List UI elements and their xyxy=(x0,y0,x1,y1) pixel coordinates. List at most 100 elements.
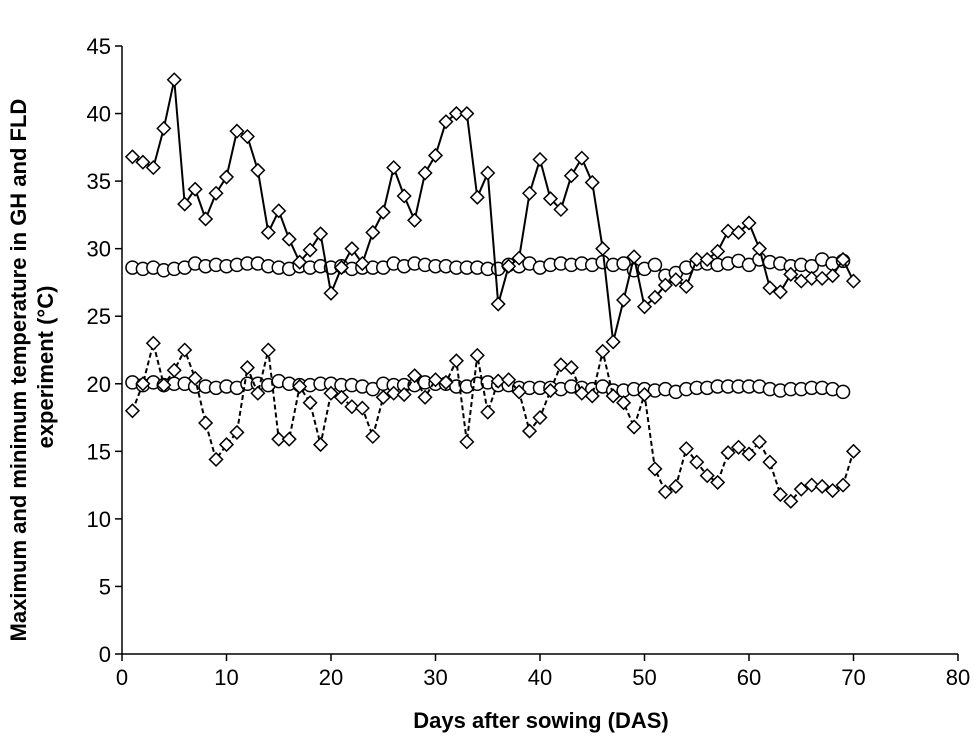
data-point-diamond xyxy=(218,437,235,453)
data-point-diamond xyxy=(647,289,663,305)
data-point-circle xyxy=(616,256,631,271)
data-point-diamond xyxy=(553,357,569,373)
data-point-diamond xyxy=(563,360,579,376)
x-tick-label: 40 xyxy=(528,665,552,690)
data-point-diamond xyxy=(292,378,308,395)
data-point-diamond xyxy=(720,223,736,239)
data-point-diamond xyxy=(521,423,538,439)
data-point-diamond xyxy=(417,165,433,181)
data-point-diamond xyxy=(480,165,496,181)
data-point-diamond xyxy=(751,434,768,450)
data-point-diamond xyxy=(229,424,245,440)
data-point-diamond xyxy=(605,388,621,404)
data-point-diamond xyxy=(156,120,172,136)
data-point-diamond xyxy=(657,484,673,500)
data-point-diamond xyxy=(281,231,297,247)
data-point-diamond xyxy=(323,285,339,301)
y-tick-label: 15 xyxy=(87,439,111,464)
data-point-diamond xyxy=(281,431,297,447)
data-point-diamond xyxy=(772,284,788,300)
data-point-diamond xyxy=(292,254,308,270)
data-point-diamond xyxy=(636,387,653,403)
y-tick-label: 40 xyxy=(87,102,111,127)
data-point-diamond xyxy=(166,362,182,378)
data-point-diamond xyxy=(699,468,715,484)
data-point-diamond xyxy=(156,377,172,393)
data-point-diamond xyxy=(438,114,454,130)
data-point-diamond xyxy=(260,342,276,358)
data-point-diamond xyxy=(344,399,360,415)
data-point-diamond xyxy=(616,395,632,411)
ticks: 0 5 10 15 20 25 30 35 40 45 0 10 20 30 40 50 60 70 80 xyxy=(87,34,971,690)
data-point-diamond xyxy=(542,382,559,399)
data-point-diamond xyxy=(250,162,266,178)
data-point-diamond xyxy=(710,243,726,259)
data-point-diamond xyxy=(668,478,684,495)
data-point-diamond xyxy=(741,215,757,231)
data-point-diamond xyxy=(239,128,255,145)
x-tick-label: 20 xyxy=(319,665,343,690)
data-point-diamond xyxy=(135,154,151,170)
data-point-diamond xyxy=(574,150,590,166)
data-point-diamond xyxy=(678,441,694,457)
data-point-diamond xyxy=(814,270,830,286)
data-point-diamond xyxy=(595,343,611,359)
data-point-diamond xyxy=(354,255,370,272)
data-point-diamond xyxy=(187,181,203,197)
data-point-diamond xyxy=(427,372,444,388)
data-point-diamond xyxy=(302,395,318,411)
data-point-diamond xyxy=(511,250,527,266)
data-point-diamond xyxy=(187,370,203,386)
data-point-diamond xyxy=(386,160,402,176)
x-tick-label: 30 xyxy=(423,665,447,690)
data-point-diamond xyxy=(469,189,485,205)
data-point-diamond xyxy=(448,105,464,122)
data-point-diamond xyxy=(250,385,266,401)
y-axis-title-line-1: Maximum and minimum temperature in GH an… xyxy=(6,99,31,642)
data-point-diamond xyxy=(595,241,611,257)
x-tick-label: 80 xyxy=(946,665,970,690)
data-point-diamond xyxy=(720,445,736,461)
data-point-diamond xyxy=(208,451,224,468)
data-point-diamond xyxy=(208,185,224,201)
data-point-diamond xyxy=(783,266,799,282)
y-axis-title: Maximum and minimum temperature in GH an… xyxy=(6,93,58,642)
series-3 xyxy=(125,373,851,400)
data-point-diamond xyxy=(198,211,214,227)
data-point-diamond xyxy=(793,273,809,289)
y-tick-label: 5 xyxy=(99,574,111,599)
data-point-diamond xyxy=(689,454,705,470)
data-point-diamond xyxy=(344,241,360,257)
data-point-diamond xyxy=(804,477,820,493)
data-point-diamond xyxy=(521,185,538,201)
series-layer xyxy=(124,72,862,509)
data-point-diamond xyxy=(333,260,350,276)
data-point-diamond xyxy=(239,360,255,376)
data-point-diamond xyxy=(260,224,276,241)
data-point-diamond xyxy=(741,446,757,462)
data-point-diamond xyxy=(751,241,768,257)
data-point-diamond xyxy=(825,482,841,499)
data-point-diamond xyxy=(762,280,778,296)
data-point-diamond xyxy=(501,258,517,274)
data-point-diamond xyxy=(459,105,475,122)
data-point-diamond xyxy=(271,431,287,447)
data-point-diamond xyxy=(218,169,235,185)
data-point-diamond xyxy=(417,389,433,405)
data-point-diamond xyxy=(668,272,684,288)
data-point-diamond xyxy=(229,123,245,139)
data-point-circle xyxy=(647,257,663,273)
data-point-diamond xyxy=(699,251,715,268)
data-point-diamond xyxy=(584,388,600,404)
data-point-diamond xyxy=(532,409,548,426)
data-point-diamond xyxy=(657,277,673,293)
data-point-diamond xyxy=(438,374,454,390)
data-point-diamond xyxy=(553,201,569,218)
series-line xyxy=(131,342,855,503)
data-point-diamond xyxy=(689,251,705,268)
y-tick-label: 30 xyxy=(87,237,111,262)
data-point-diamond xyxy=(396,387,412,403)
data-point-diamond xyxy=(177,342,193,358)
data-point-diamond xyxy=(386,385,402,401)
